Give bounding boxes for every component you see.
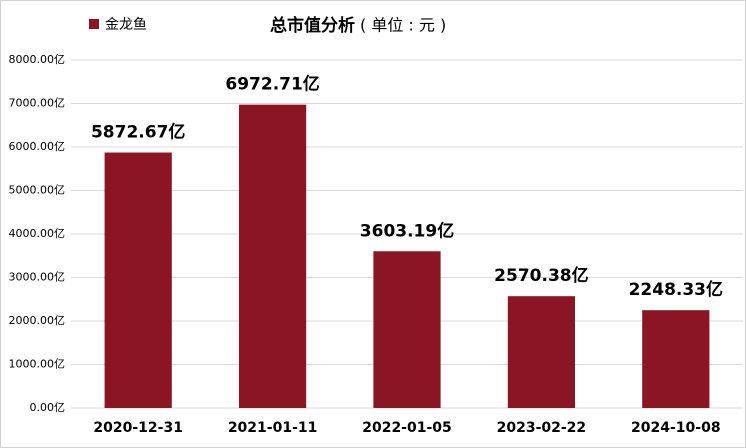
x-tick-label: 2022-01-05: [362, 420, 452, 436]
y-tick-label: 0.00亿: [30, 401, 66, 414]
legend-swatch: [89, 19, 99, 29]
bar: [373, 251, 441, 408]
bar: [507, 296, 575, 408]
chart-title: 总市值分析: [270, 15, 355, 36]
bar: [104, 152, 172, 408]
value-label: 5872.67亿: [91, 122, 185, 143]
value-label: 2570.38亿: [494, 265, 588, 286]
chart-subtitle: ( 单位 : 元 ): [360, 16, 446, 35]
bar: [642, 310, 710, 408]
bar: [239, 104, 307, 408]
y-tick-label: 7000.00亿: [9, 97, 66, 110]
x-tick-label: 2023-02-22: [497, 420, 587, 436]
value-label: 2248.33亿: [629, 279, 723, 300]
legend-label: 金龙鱼: [105, 16, 147, 33]
x-tick-label: 2020-12-31: [93, 420, 183, 436]
value-label: 6972.71亿: [225, 74, 319, 95]
x-tick-label: 2021-01-11: [228, 420, 318, 436]
y-tick-label: 4000.00亿: [9, 227, 66, 240]
value-label: 3603.19亿: [360, 220, 454, 241]
y-tick-label: 1000.00亿: [9, 358, 66, 371]
y-tick-label: 6000.00亿: [9, 140, 66, 153]
y-tick-label: 5000.00亿: [9, 184, 66, 197]
y-tick-label: 3000.00亿: [9, 271, 66, 284]
y-tick-label: 8000.00亿: [9, 53, 66, 66]
y-tick-label: 2000.00亿: [9, 314, 66, 327]
x-tick-label: 2024-10-08: [631, 420, 721, 436]
